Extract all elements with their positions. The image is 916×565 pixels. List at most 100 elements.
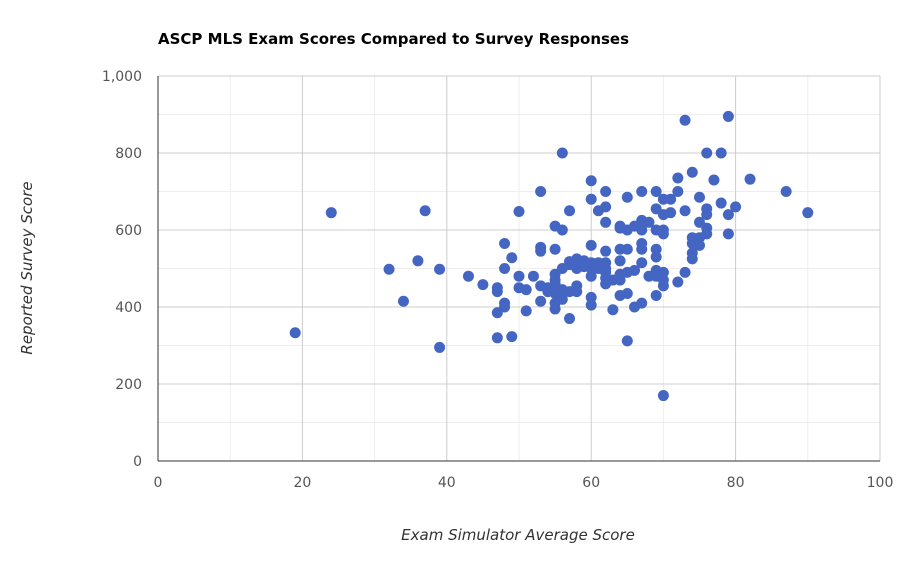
- chart-title: ASCP MLS Exam Scores Compared to Survey …: [158, 30, 629, 48]
- data-point: [621, 288, 633, 300]
- data-points: [289, 110, 814, 402]
- data-point: [802, 207, 814, 219]
- x-tick-label: 100: [867, 475, 894, 491]
- data-point: [621, 335, 633, 347]
- x-tick-label: 20: [293, 475, 311, 491]
- data-point: [665, 193, 677, 205]
- data-point: [506, 331, 518, 343]
- data-point: [412, 255, 424, 267]
- data-point: [694, 239, 705, 251]
- data-point: [600, 186, 612, 197]
- x-tick-label: 60: [582, 475, 600, 491]
- data-point: [708, 174, 720, 186]
- y-tick-label: 600: [115, 223, 142, 239]
- data-point: [780, 186, 792, 197]
- data-point: [535, 295, 547, 307]
- data-point: [636, 237, 648, 249]
- y-axis-title: Reported Survey Score: [18, 181, 36, 354]
- data-point: [607, 304, 619, 316]
- data-point: [585, 291, 597, 303]
- data-point: [556, 147, 568, 159]
- data-point: [600, 257, 612, 269]
- data-point: [701, 147, 713, 159]
- data-point: [434, 341, 446, 353]
- data-point: [462, 270, 474, 282]
- data-point: [679, 114, 691, 126]
- gridlines: [157, 75, 881, 462]
- data-point: [527, 270, 539, 282]
- data-point: [513, 206, 525, 218]
- data-point: [679, 205, 691, 217]
- x-tick-label: 80: [727, 475, 745, 491]
- data-point: [701, 222, 713, 234]
- data-point: [672, 172, 684, 184]
- data-point: [491, 332, 503, 344]
- data-point: [477, 279, 489, 291]
- data-point: [325, 207, 337, 219]
- data-point: [650, 251, 662, 263]
- data-point: [650, 243, 662, 255]
- data-point: [744, 173, 756, 185]
- data-point: [585, 175, 597, 187]
- data-point: [434, 263, 446, 275]
- data-point: [571, 280, 583, 292]
- data-point: [686, 247, 698, 259]
- data-point: [657, 274, 669, 286]
- data-point: [397, 295, 409, 307]
- data-point: [694, 191, 705, 203]
- y-tick-label: 0: [133, 454, 142, 470]
- data-point: [672, 186, 684, 197]
- data-point: [701, 203, 713, 215]
- data-point: [722, 209, 734, 221]
- data-point: [636, 224, 648, 236]
- data-point: [499, 297, 511, 309]
- data-point: [600, 216, 612, 228]
- data-point: [520, 305, 532, 317]
- x-axis-ticks: 0 20 40 60 80 100: [154, 475, 894, 491]
- data-point: [636, 297, 648, 309]
- data-point: [665, 207, 677, 219]
- y-tick-label: 800: [115, 146, 142, 162]
- data-point: [491, 282, 503, 294]
- data-point: [499, 263, 511, 274]
- data-point: [383, 263, 395, 275]
- data-point: [506, 252, 518, 264]
- y-tick-label: 400: [115, 300, 142, 316]
- data-point: [499, 237, 511, 249]
- data-point: [520, 284, 532, 296]
- data-point: [513, 270, 525, 282]
- data-point: [556, 224, 568, 236]
- data-point: [600, 245, 612, 257]
- data-point: [730, 201, 742, 213]
- x-tick-label: 40: [438, 475, 456, 491]
- data-point: [614, 255, 626, 267]
- x-tick-label: 0: [154, 475, 163, 491]
- data-point: [549, 243, 561, 255]
- data-point: [585, 299, 597, 311]
- data-point: [650, 186, 662, 197]
- data-point: [535, 241, 547, 253]
- data-point: [657, 266, 669, 278]
- data-point: [600, 201, 612, 213]
- data-point: [686, 166, 698, 178]
- data-point: [715, 197, 727, 209]
- data-point: [650, 289, 662, 301]
- data-point: [672, 276, 684, 288]
- x-axis-title: Exam Simulator Average Score: [401, 526, 635, 544]
- data-point: [679, 266, 691, 278]
- data-point: [715, 147, 727, 159]
- data-point: [643, 216, 655, 228]
- data-point: [564, 205, 576, 217]
- data-point: [419, 205, 431, 217]
- data-point: [722, 110, 734, 122]
- data-point: [621, 191, 633, 203]
- data-point: [636, 186, 648, 197]
- data-point: [629, 264, 641, 276]
- data-point: [585, 270, 597, 282]
- y-axis-ticks: 0 200 400 600 800 1,000: [102, 69, 142, 470]
- data-point: [289, 327, 301, 339]
- data-point: [585, 239, 597, 251]
- y-tick-label: 1,000: [102, 69, 142, 85]
- data-point: [585, 193, 597, 205]
